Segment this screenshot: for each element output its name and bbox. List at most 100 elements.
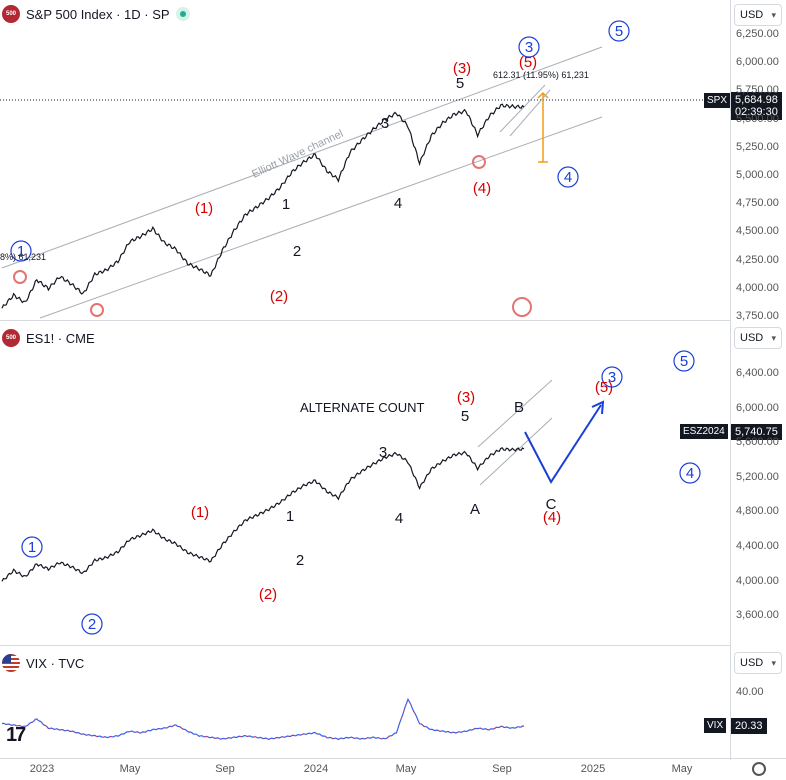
price-axis-tick: 5,000.00: [736, 169, 779, 181]
wave-label-minor[interactable]: 3: [381, 115, 389, 132]
pivot-marker[interactable]: [472, 155, 486, 169]
alt-wave-label-circled[interactable]: 1: [28, 539, 36, 556]
price-axis-tick: 40.00: [736, 686, 764, 698]
alternate-count-label[interactable]: ALTERNATE COUNT: [300, 400, 425, 415]
wave-label-red[interactable]: (5): [519, 54, 537, 71]
market-open-icon: [175, 7, 190, 21]
alt-wave-label-circled[interactable]: 5: [680, 353, 688, 370]
alt-wave-label-red[interactable]: (5): [595, 379, 613, 396]
alt-wave-label-minor[interactable]: 2: [296, 552, 304, 569]
price-axis-tick: 4,250.00: [736, 253, 779, 266]
price-axis-tick: 6,400.00: [736, 367, 779, 379]
vix-series-line-down: [1, 698, 525, 740]
alt-wave-label-red[interactable]: (2): [259, 586, 277, 603]
legend-spx[interactable]: 500 S&P 500 Index · 1D · SP: [2, 5, 190, 23]
wave-label-circled-ring: [518, 36, 540, 58]
time-axis-tick: May: [671, 763, 693, 775]
time-axis-tick: 2023: [29, 763, 55, 775]
alt-wave-label-circled[interactable]: 3: [608, 369, 616, 386]
wave-label-minor[interactable]: 2: [293, 243, 301, 260]
es-badge-icon: 500: [2, 329, 20, 347]
wave-label-red[interactable]: (4): [473, 180, 491, 197]
price-tag-es: 5,740.75: [731, 424, 782, 440]
price-axis-tick: 4,750.00: [736, 197, 779, 210]
price-tag-spx: 5,684.98 02:39:30: [731, 92, 782, 120]
alt-wave-label-red[interactable]: (3): [457, 389, 475, 406]
currency-select-middle[interactable]: USD ▾: [734, 327, 782, 349]
alt-wave-label-minor[interactable]: 4: [395, 510, 403, 527]
alt-wave-label-circled-ring: [679, 462, 701, 484]
pane-divider-1[interactable]: [0, 320, 730, 321]
time-axis-tick: May: [395, 763, 417, 775]
alt-wedge-lines[interactable]: [477, 379, 553, 486]
wave-label-circled[interactable]: 5: [615, 23, 623, 40]
tradingview-logo-icon[interactable]: 17: [6, 724, 26, 746]
measure-label-edge[interactable]: 8%) 61,231: [0, 252, 46, 262]
measure-label[interactable]: 612.31 (11.95%) 61,231: [493, 70, 589, 80]
alt-wave-label-minor[interactable]: C: [546, 496, 557, 513]
wave-label-red[interactable]: (3): [453, 60, 471, 77]
pivot-marker[interactable]: [90, 303, 104, 317]
pane-divider-2[interactable]: [0, 645, 730, 646]
currency-select-top[interactable]: USD ▾: [734, 4, 782, 26]
alt-wave-label-minor[interactable]: 3: [379, 444, 387, 461]
wave-label-circled-ring: [608, 20, 630, 42]
measure-arrow[interactable]: [537, 91, 549, 163]
wedge-lines[interactable]: [499, 84, 551, 137]
countdown-spx: 02:39:30: [735, 106, 778, 118]
ticker-tag-spx: SPX: [704, 93, 731, 108]
price-axis-tick: 5,250.00: [736, 140, 779, 153]
time-axis-tick: Sep: [215, 763, 235, 775]
wave-label-red[interactable]: (2): [270, 288, 288, 305]
chevron-down-icon: ▾: [771, 657, 776, 668]
alt-wave-label-circled-ring: [673, 350, 695, 372]
chevron-down-icon: ▾: [771, 9, 776, 20]
ticker-tag-vix: VIX: [704, 718, 727, 733]
alt-wave-label-circled-ring: [601, 366, 623, 388]
alt-wave-label-minor[interactable]: 1: [286, 508, 294, 525]
channel-line[interactable]: [39, 116, 603, 319]
price-spx: 5,684.98: [735, 94, 778, 106]
projection-path[interactable]: [524, 404, 602, 484]
wave-label-circled[interactable]: 1: [17, 243, 25, 260]
legend-vix-title: VIX · TVC: [26, 655, 85, 671]
alt-wave-label-red[interactable]: (1): [191, 504, 209, 521]
price-axis-tick: 3,750.00: [736, 310, 779, 322]
pivot-marker[interactable]: [13, 270, 27, 284]
wave-label-minor[interactable]: 5: [456, 75, 464, 92]
price-axis-tick: 4,800.00: [736, 505, 779, 518]
gear-icon[interactable]: [752, 762, 766, 776]
wave-label-minor[interactable]: 4: [394, 195, 402, 212]
currency-select-bottom[interactable]: USD ▾: [734, 652, 782, 674]
alt-wave-label-minor[interactable]: 5: [461, 408, 469, 425]
time-axis-tick: 2025: [580, 763, 606, 775]
alt-wave-label-circled[interactable]: 4: [686, 465, 694, 482]
wave-label-red[interactable]: (1): [195, 200, 213, 217]
alt-wave-label-circled[interactable]: 2: [88, 616, 96, 633]
wave-label-minor[interactable]: 1: [282, 196, 290, 213]
us-flag-icon: [2, 654, 20, 672]
wave-label-circled[interactable]: 4: [564, 169, 572, 186]
series-layer: [1, 103, 525, 741]
legend-es[interactable]: 500 ES1! · CME: [2, 329, 95, 347]
currency-top-label: USD: [740, 9, 764, 21]
earnings-icon[interactable]: [512, 297, 532, 317]
legend-vix[interactable]: VIX · TVC: [2, 654, 84, 672]
alt-wave-label-minor[interactable]: B: [514, 399, 524, 416]
channel-line[interactable]: [1, 46, 603, 269]
price-axis-tick: 4,400.00: [736, 540, 779, 552]
wave-label-circled[interactable]: 3: [525, 39, 533, 56]
es-series-line: [1, 447, 525, 582]
chart-canvas[interactable]: 1 3 5 4 (1) (2) (3) (4) (5) 1 2 3 4 5 1 2 3 5 4 (1) (2) (3) (4…: [0, 0, 730, 760]
legend-es-title: ES1! · CME: [26, 330, 95, 346]
time-axis-tick: 2024: [303, 763, 329, 775]
projection-arrowhead: [591, 400, 605, 415]
alt-wave-label-circled-ring: [21, 536, 43, 558]
alt-wave-label-minor[interactable]: A: [470, 501, 480, 518]
legend-spx-title: S&P 500 Index · 1D · SP: [26, 6, 170, 22]
time-axis-tick: Sep: [492, 763, 512, 775]
time-axis-tick: May: [119, 763, 141, 775]
alt-wave-label-red[interactable]: (4): [543, 509, 561, 526]
price-axis-tick: 4,000.00: [736, 281, 779, 294]
